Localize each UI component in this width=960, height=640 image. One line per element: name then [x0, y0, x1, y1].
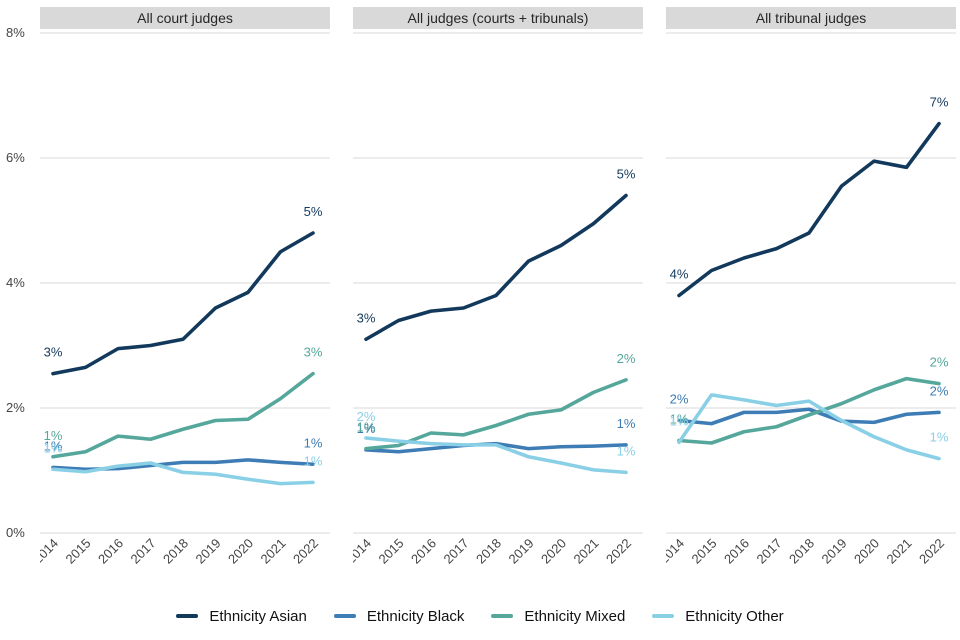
x-axis-tick-label: 2022 [603, 536, 634, 567]
x-axis-tick-label: 2015 [376, 536, 407, 567]
x-axis-tick-label: 2021 [258, 536, 289, 567]
value-label-first-ethnicity-black: 2% [670, 392, 689, 407]
panel-plot-area: 2014 2015 2016 2017 2018 2019 2020 2021 2022 3% 5%… [40, 32, 330, 567]
line-ethnicity-mixed [51, 371, 315, 459]
value-label-first-ethnicity-other: 1% [44, 440, 63, 455]
value-label-last-ethnicity-other: 1% [617, 443, 636, 458]
legend-label: Ethnicity Asian [209, 607, 307, 625]
x-axis-tick-label: 2021 [884, 536, 915, 567]
legend-label: Ethnicity Other [685, 607, 784, 625]
legend-item-ethnicity-other: Ethnicity Other [652, 607, 784, 625]
line-ethnicity-other [677, 393, 941, 461]
x-axis-tick-label: 2014 [666, 536, 687, 567]
x-axis-tick-label: 2017 [128, 536, 159, 567]
x-axis-tick-label: 2018 [786, 536, 817, 567]
x-axis-tick-label: 2014 [40, 536, 61, 567]
value-label-first-ethnicity-black: 1% [44, 438, 63, 453]
value-label-first-ethnicity-other: 1% [670, 413, 689, 428]
x-axis-tick-label: 2022 [290, 536, 321, 567]
y-axis-tick-label: 0% [6, 525, 25, 540]
value-label-first-ethnicity-asian: 3% [44, 345, 63, 360]
panel-plot-area: 2014 2015 2016 2017 2018 2019 2020 2021 2022 3% 5%… [353, 32, 643, 567]
value-label-last-ethnicity-black: 2% [930, 383, 949, 398]
line-ethnicity-other [51, 461, 315, 486]
line-ethnicity-asian [364, 193, 628, 342]
x-axis-tick-label: 2021 [571, 536, 602, 567]
value-label-last-ethnicity-mixed: 2% [930, 355, 949, 370]
panel-header: All judges (courts + tribunals) [353, 7, 643, 29]
chart-legend: Ethnicity Asian Ethnicity Black Ethnicity … [0, 599, 960, 633]
line-ethnicity-asian [51, 231, 315, 376]
x-axis-tick-label: 2016 [721, 536, 752, 567]
legend-swatch-ethnicity-mixed [491, 614, 514, 618]
value-label-last-ethnicity-asian: 5% [617, 167, 636, 182]
x-axis-tick-label: 2017 [441, 536, 472, 567]
x-axis-tick-label: 2014 [353, 536, 374, 567]
panel-all-judges-courts-tribunals: 2014 2015 2016 2017 2018 2019 2020 2021 2022 3% 5%… [353, 0, 643, 592]
value-label-last-ethnicity-mixed: 3% [304, 345, 323, 360]
y-axis-tick-label: 4% [6, 275, 25, 290]
x-axis-tick-label: 2019 [506, 536, 537, 567]
x-axis-tick-label: 2018 [160, 536, 191, 567]
legend-label: Ethnicity Mixed [524, 607, 626, 625]
y-axis-tick-label: 6% [6, 150, 25, 165]
panel-all-tribunal-judges: 2014 2015 2016 2017 2018 2019 2020 2021 2022 4% 7%… [666, 0, 956, 592]
x-axis-tick-label: 2020 [851, 536, 882, 567]
value-label-first-ethnicity-black: 1% [357, 421, 376, 436]
line-ethnicity-mixed [364, 378, 628, 451]
legend-item-ethnicity-black: Ethnicity Black [333, 607, 465, 625]
value-label-last-ethnicity-other: 1% [304, 453, 323, 468]
legend-swatch-ethnicity-other [652, 614, 675, 618]
line-ethnicity-black [51, 458, 315, 472]
legend-swatch-ethnicity-black [333, 614, 356, 618]
value-label-first-ethnicity-mixed: 1% [670, 412, 689, 427]
value-label-first-ethnicity-other: 2% [357, 409, 376, 424]
legend-swatch-ethnicity-asian [176, 614, 199, 618]
value-label-last-ethnicity-black: 1% [304, 435, 323, 450]
panel-all-court-judges: 2014 2015 2016 2017 2018 2019 2020 2021 2022 3% 5%… [40, 0, 330, 592]
value-label-first-ethnicity-mixed: 1% [357, 420, 376, 435]
line-ethnicity-black [677, 407, 941, 426]
x-axis-tick-label: 2016 [408, 536, 439, 567]
panel-header: All court judges [40, 7, 330, 29]
value-label-last-ethnicity-asian: 7% [930, 95, 949, 110]
x-axis-tick-label: 2018 [473, 536, 504, 567]
x-axis-tick-label: 2020 [225, 536, 256, 567]
value-label-last-ethnicity-mixed: 2% [617, 351, 636, 366]
value-label-last-ethnicity-asian: 5% [304, 204, 323, 219]
value-label-first-ethnicity-asian: 4% [670, 267, 689, 282]
panel-plot-area: 2014 2015 2016 2017 2018 2019 2020 2021 2022 4% 7%… [666, 32, 956, 567]
legend-item-ethnicity-mixed: Ethnicity Mixed [491, 608, 625, 625]
line-ethnicity-other [364, 436, 628, 475]
x-axis-tick-label: 2015 [689, 536, 720, 567]
y-axis-tick-label: 8% [6, 25, 25, 40]
legend-label: Ethnicity Black [366, 607, 465, 625]
x-axis-tick-label: 2016 [95, 536, 126, 567]
panel-header: All tribunal judges [666, 7, 956, 29]
x-axis-tick-label: 2019 [819, 536, 850, 567]
line-ethnicity-asian [677, 121, 941, 298]
x-axis-tick-label: 2022 [916, 536, 947, 567]
y-axis-tick-label: 2% [6, 400, 25, 415]
value-label-first-ethnicity-mixed: 1% [44, 428, 63, 443]
x-axis-tick-label: 2017 [754, 536, 785, 567]
x-axis-tick-label: 2019 [193, 536, 224, 567]
line-ethnicity-mixed [677, 376, 941, 445]
legend-item-ethnicity-asian: Ethnicity Asian [176, 608, 307, 625]
value-label-first-ethnicity-asian: 3% [357, 310, 376, 325]
value-label-last-ethnicity-black: 1% [617, 416, 636, 431]
x-axis-tick-label: 2020 [538, 536, 569, 567]
x-axis-tick-label: 2015 [63, 536, 94, 567]
value-label-last-ethnicity-other: 1% [930, 430, 949, 445]
